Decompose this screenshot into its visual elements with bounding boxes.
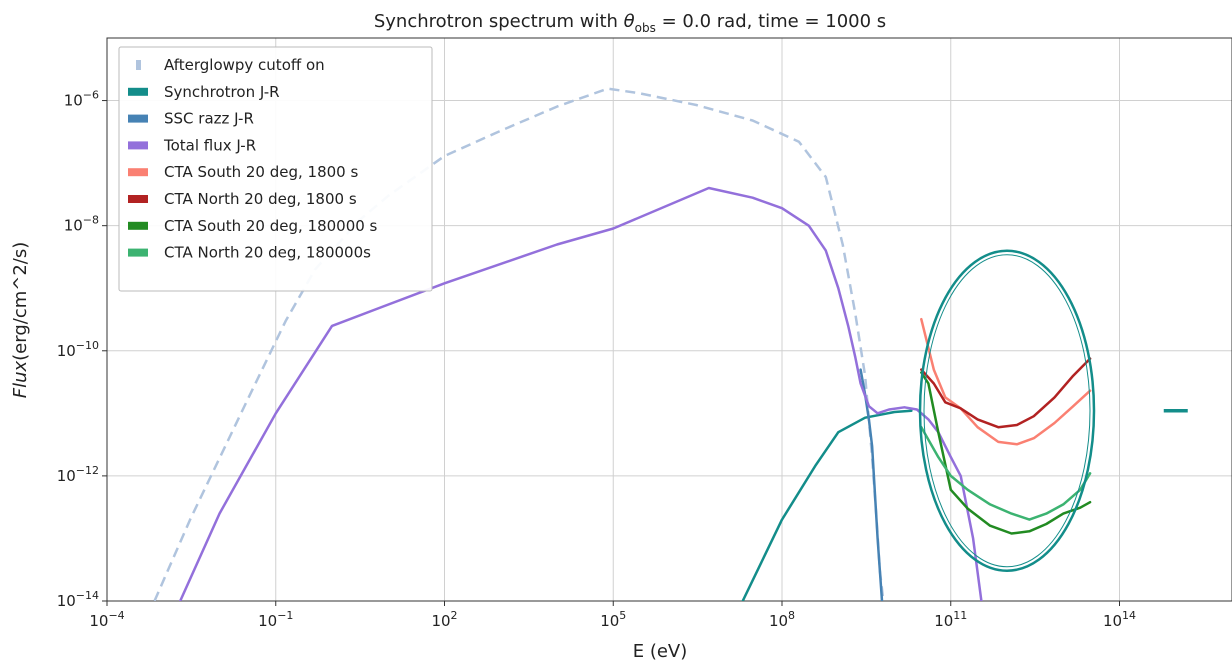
- x-tick-label-exponent: 14: [1122, 609, 1136, 622]
- y-tick-label-base: 10: [57, 342, 76, 360]
- legend-label: SSC razz J-R: [164, 110, 254, 128]
- chart-title-prefix: Synchrotron spectrum with: [374, 11, 624, 32]
- series-line-5: [920, 317, 1092, 446]
- legend-label: Afterglowpy cutoff on: [164, 56, 325, 74]
- y-tick-label: 10−12: [57, 464, 99, 485]
- x-tick-label-exponent: 11: [953, 609, 967, 622]
- legend-swatch: [136, 60, 141, 70]
- x-tick-label-base: 10: [600, 612, 619, 630]
- x-tick-label: 105: [600, 609, 626, 630]
- y-tick-label-base: 10: [57, 467, 76, 485]
- x-tick-label: 10−1: [258, 609, 293, 630]
- annotation-ellipse-inner: [923, 254, 1091, 568]
- x-tick-label: 1014: [1103, 609, 1136, 630]
- plot-area-frame: [106, 37, 1232, 602]
- annotation-ellipse: [918, 249, 1096, 572]
- x-tick-label-exponent: −4: [108, 609, 124, 622]
- chart-title-theta-subscript: obs: [635, 21, 656, 35]
- legend-label: Synchrotron J-R: [164, 83, 280, 101]
- legend-label: CTA South 20 deg, 1800 s: [164, 163, 358, 181]
- legend-swatch: [128, 168, 148, 177]
- series-line-7: [920, 371, 1092, 535]
- x-tick-label: 1011: [934, 609, 967, 630]
- x-tick-label-base: 10: [934, 612, 953, 630]
- y-tick-label: 10−10: [57, 339, 99, 360]
- y-axis-label-flux: Flux: [10, 361, 31, 399]
- legend-swatch: [128, 248, 148, 257]
- chart-title-theta: θ: [624, 11, 635, 32]
- series-line-8: [920, 425, 1092, 521]
- y-tick-label-base: 10: [64, 92, 83, 110]
- legend-swatch: [128, 87, 148, 96]
- y-axis-label: Flux(erg/cm^2/s): [10, 242, 31, 399]
- series-line-2: [741, 409, 913, 601]
- y-tick-label-exponent: −12: [76, 464, 99, 477]
- legend: Afterglowpy cutoff on Synchrotron J-R SSC …: [118, 46, 433, 292]
- x-tick-label-base: 10: [769, 612, 788, 630]
- y-tick-label-base: 10: [64, 217, 83, 235]
- y-tick-label-exponent: −8: [83, 214, 99, 227]
- x-tick-label-base: 10: [258, 612, 277, 630]
- y-tick-label: 10−8: [64, 214, 99, 235]
- legend-swatch: [128, 114, 148, 123]
- x-axis-ticks: 10−4 10−1 102 105 108 1011 1014: [89, 601, 1136, 630]
- legend-swatch: [128, 195, 148, 203]
- y-tick-label-base: 10: [57, 592, 76, 610]
- x-tick-label-exponent: 5: [619, 609, 626, 622]
- legend-label: CTA South 20 deg, 180000 s: [164, 217, 378, 235]
- legend-label: Total flux J-R: [163, 136, 256, 154]
- x-tick-label-base: 10: [1103, 612, 1122, 630]
- series-line-4: [178, 186, 983, 601]
- y-tick-label: 10−6: [64, 89, 99, 110]
- x-tick-label: 10−4: [89, 609, 124, 630]
- legend-box: [118, 46, 433, 292]
- y-axis-label-units: (erg/cm^2/s): [10, 242, 31, 361]
- legend-label: CTA North 20 deg, 180000s: [164, 244, 371, 262]
- y-tick-label: 10−14: [57, 589, 99, 610]
- legend-label: CTA North 20 deg, 1800 s: [164, 190, 357, 208]
- x-tick-label-exponent: 2: [451, 609, 458, 622]
- chart-title-suffix: = 0.0 rad, time = 1000 s: [656, 11, 886, 32]
- chart-title: Synchrotron spectrum with θobs = 0.0 rad…: [374, 11, 886, 35]
- legend-swatch: [128, 221, 148, 230]
- y-tick-label-exponent: −14: [76, 589, 99, 602]
- y-tick-label-exponent: −6: [83, 89, 99, 102]
- y-tick-label-exponent: −10: [76, 339, 99, 352]
- x-tick-label-exponent: −1: [277, 609, 293, 622]
- x-tick-label-exponent: 8: [788, 609, 795, 622]
- x-axis-label: E (eV): [633, 641, 688, 662]
- x-tick-label: 108: [769, 609, 795, 630]
- x-tick-label: 102: [431, 609, 457, 630]
- series-line-6: [920, 357, 1092, 429]
- x-tick-label-base: 10: [89, 612, 108, 630]
- legend-swatch: [128, 141, 148, 150]
- x-tick-label-base: 10: [431, 612, 450, 630]
- series-line-3: [859, 368, 884, 601]
- annotations: [918, 249, 1188, 572]
